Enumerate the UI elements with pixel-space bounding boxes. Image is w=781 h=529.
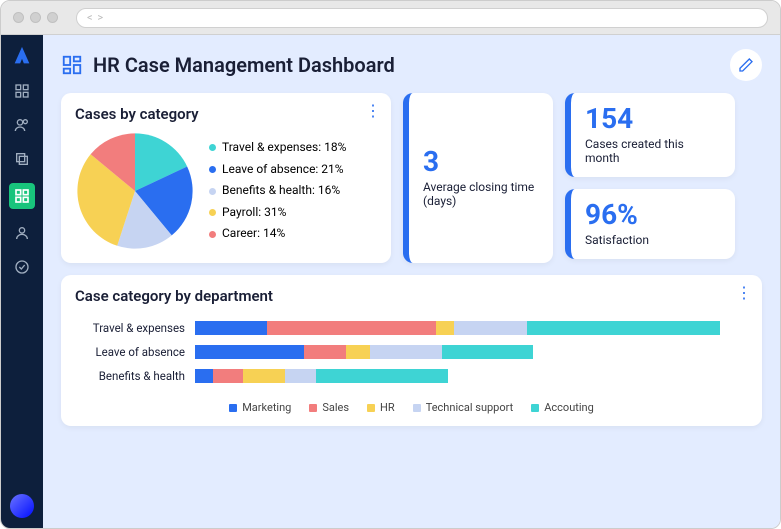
url-bar[interactable]: < > <box>76 8 768 28</box>
bar-segment <box>285 369 315 383</box>
nav-user-icon[interactable] <box>12 223 32 243</box>
bar-segment <box>316 369 449 383</box>
bar-segment <box>442 345 533 359</box>
bar-legend-item: Technical support <box>413 401 514 414</box>
bar-segment <box>346 345 370 359</box>
bar-row-label: Travel & expenses <box>85 321 195 335</box>
bar-segment <box>243 369 285 383</box>
pie-chart <box>75 131 195 251</box>
legend-item: Leave of absence: 21% <box>209 159 346 181</box>
avg-closing-card: 3 Average closing time (days) <box>403 93 553 263</box>
avg-closing-label: Average closing time (days) <box>423 180 539 208</box>
bar-segment <box>527 321 720 335</box>
avg-closing-value: 3 <box>423 148 539 176</box>
cases-created-card: 154 Cases created this month <box>565 93 735 177</box>
stacked-bar-chart: Travel & expenses Leave of absence Benefit… <box>75 313 748 395</box>
bar-legend: Marketing Sales HR Technical support Accouti… <box>75 401 748 414</box>
window-controls[interactable] <box>13 12 58 23</box>
legend-item: Benefits & health: 16% <box>209 180 346 202</box>
nav-dashboard-icon[interactable] <box>9 183 35 209</box>
legend-item: Travel & expenses: 18% <box>209 137 346 159</box>
page-title: HR Case Management Dashboard <box>93 53 720 77</box>
top-row: Cases by category Travel & expenses: 18%… <box>61 93 762 263</box>
satisfaction-value: 96% <box>585 201 721 229</box>
pencil-icon <box>738 57 754 73</box>
edit-button[interactable] <box>730 49 762 81</box>
legend-item: Payroll: 31% <box>209 202 346 224</box>
sidebar <box>1 35 43 528</box>
case-by-dept-card: Case category by department ⋮ Travel & e… <box>61 275 762 426</box>
nav-grid-icon[interactable] <box>12 81 32 101</box>
bar-legend-item: HR <box>367 401 395 414</box>
maximize-dot[interactable] <box>47 12 58 23</box>
satisfaction-label: Satisfaction <box>585 233 721 247</box>
pie-card-title: Cases by category <box>75 105 377 123</box>
bar-stack <box>195 345 738 359</box>
bar-row: Leave of absence <box>85 345 738 359</box>
bar-segment <box>454 321 526 335</box>
legend-item: Career: 14% <box>209 223 346 245</box>
nav-users-icon[interactable] <box>12 115 32 135</box>
nav-check-icon[interactable] <box>12 257 32 277</box>
cases-created-value: 154 <box>585 105 721 133</box>
bar-card-title: Case category by department <box>75 287 748 305</box>
browser-window: < > HR Case Management Dashboard <box>0 0 781 529</box>
bar-segment <box>213 369 243 383</box>
bar-row-label: Benefits & health <box>85 369 195 383</box>
bar-segment <box>267 321 436 335</box>
pie-legend: Travel & expenses: 18%Leave of absence: … <box>209 137 346 245</box>
nav-copy-icon[interactable] <box>12 149 32 169</box>
pie-card-menu-icon[interactable]: ⋮ <box>365 103 381 119</box>
window-titlebar: < > <box>1 1 780 35</box>
bar-legend-item: Sales <box>309 401 349 414</box>
bar-legend-item: Marketing <box>229 401 291 414</box>
main-content: HR Case Management Dashboard Cases by ca… <box>43 35 780 528</box>
app-shell: HR Case Management Dashboard Cases by ca… <box>1 35 780 528</box>
bar-card-menu-icon[interactable]: ⋮ <box>736 285 752 301</box>
bar-segment <box>304 345 346 359</box>
bar-segment <box>436 321 454 335</box>
brand-logo <box>11 45 33 67</box>
bar-legend-item: Accouting <box>531 401 594 414</box>
minimize-dot[interactable] <box>30 12 41 23</box>
bar-segment <box>195 345 304 359</box>
cases-by-category-card: Cases by category Travel & expenses: 18%… <box>61 93 391 263</box>
page-header: HR Case Management Dashboard <box>61 49 762 81</box>
satisfaction-card: 96% Satisfaction <box>565 189 735 259</box>
bar-segment <box>195 369 213 383</box>
cases-created-label: Cases created this month <box>585 137 721 165</box>
bar-stack <box>195 321 738 335</box>
dashboard-icon <box>61 54 83 76</box>
close-dot[interactable] <box>13 12 24 23</box>
bar-row-label: Leave of absence <box>85 345 195 359</box>
bar-row: Benefits & health <box>85 369 738 383</box>
bar-segment <box>195 321 267 335</box>
user-avatar[interactable] <box>10 494 34 518</box>
bar-segment <box>370 345 442 359</box>
bar-stack <box>195 369 738 383</box>
bar-row: Travel & expenses <box>85 321 738 335</box>
